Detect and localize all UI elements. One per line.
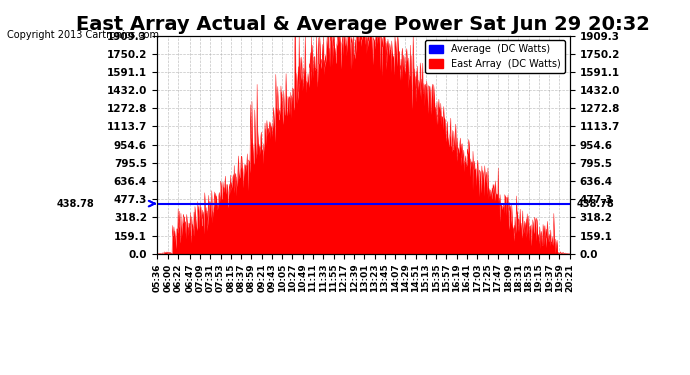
- Text: Copyright 2013 Cartronics.com: Copyright 2013 Cartronics.com: [7, 30, 159, 40]
- Legend: Average  (DC Watts), East Array  (DC Watts): Average (DC Watts), East Array (DC Watts…: [425, 40, 565, 73]
- Text: 438.78: 438.78: [577, 199, 614, 208]
- Title: East Array Actual & Average Power Sat Jun 29 20:32: East Array Actual & Average Power Sat Ju…: [76, 15, 650, 34]
- Text: 438.78: 438.78: [57, 199, 94, 208]
